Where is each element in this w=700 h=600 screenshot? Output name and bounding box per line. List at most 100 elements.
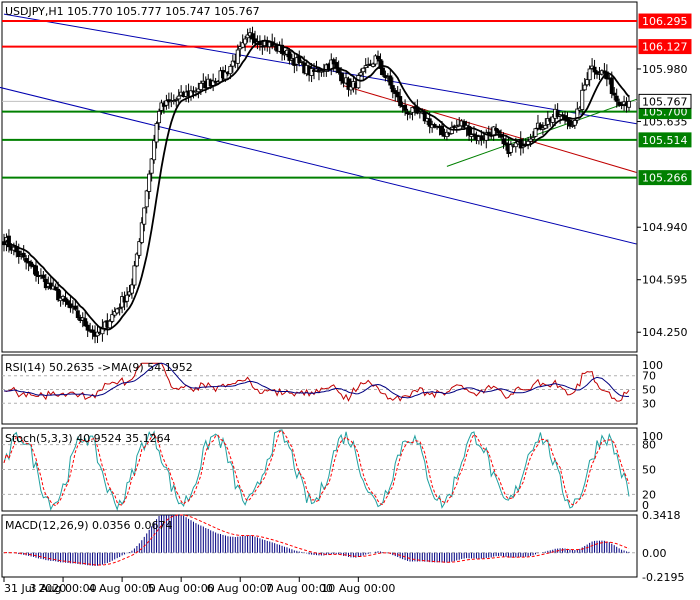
candle-body — [176, 95, 181, 100]
candle — [533, 127, 538, 138]
candle — [252, 30, 257, 47]
candle — [33, 260, 38, 282]
price-tag-box — [638, 93, 692, 109]
candle-body — [240, 42, 245, 48]
candle-body — [110, 314, 115, 322]
candle — [223, 64, 228, 82]
candle — [496, 128, 501, 138]
candle-body — [531, 137, 536, 140]
candle — [543, 118, 548, 130]
candle-body — [137, 241, 142, 256]
candle-body — [582, 84, 587, 91]
candle-body — [142, 207, 147, 225]
candle — [144, 189, 149, 214]
rsi-title: RSI(14) 50.2635 ->MA(9) 54.1952 — [5, 361, 193, 374]
candle-body — [85, 324, 90, 331]
price-tag-label: 105.514 — [642, 134, 688, 147]
candle-body — [501, 138, 506, 145]
candle — [129, 278, 134, 299]
candle-body — [154, 123, 159, 143]
candle-body — [171, 100, 176, 102]
candle — [176, 89, 181, 104]
candle-body — [592, 66, 597, 73]
candle — [100, 319, 105, 342]
candle — [137, 238, 142, 259]
moving-average-line — [3, 39, 630, 331]
macd-signal-line — [3, 514, 630, 566]
candle-body — [378, 59, 383, 69]
candle — [53, 283, 58, 291]
stoch-main-line — [3, 429, 630, 511]
candle-body — [627, 100, 632, 108]
candle — [555, 103, 560, 120]
candle — [462, 119, 467, 129]
candle-body — [228, 65, 233, 75]
candle-body — [570, 125, 575, 127]
candle — [371, 62, 376, 68]
candle-body — [410, 107, 415, 113]
candle-body — [376, 55, 381, 60]
price-axis-label: 104.250 — [642, 326, 688, 339]
candle-body — [250, 33, 255, 40]
candle — [469, 126, 474, 143]
candle — [110, 309, 115, 324]
candle-body — [496, 130, 501, 134]
candle-body — [356, 75, 361, 89]
candle — [152, 134, 157, 164]
candle — [73, 300, 78, 311]
candle-body — [223, 71, 228, 80]
candle-body — [112, 311, 117, 316]
candle-body — [358, 72, 363, 76]
stoch-axis-label: 20 — [642, 488, 656, 501]
candle-body — [48, 282, 53, 289]
candle — [486, 125, 491, 141]
candle — [230, 54, 235, 73]
candle — [139, 217, 144, 245]
candle-body — [521, 145, 526, 148]
candle-body — [479, 135, 484, 141]
candle-body — [230, 60, 235, 67]
candle-body — [361, 67, 366, 73]
candle — [484, 129, 489, 149]
candle-body — [164, 100, 169, 106]
candle — [378, 53, 383, 75]
candle-body — [380, 67, 385, 76]
candle-body — [388, 75, 393, 86]
channel-green-line — [446, 98, 637, 167]
rsi-axis-label: 70 — [642, 370, 656, 383]
candle-body — [90, 329, 95, 333]
candle-body — [403, 104, 408, 111]
candle — [383, 70, 388, 82]
candle — [540, 122, 545, 135]
candle — [572, 117, 577, 129]
candle-body — [363, 65, 368, 69]
candle-body — [117, 307, 122, 310]
candle-body — [390, 85, 395, 93]
time-axis-label: 7 Aug 00:00 — [266, 582, 333, 595]
stoch-axis-label: 50 — [642, 464, 656, 477]
candle-body — [422, 112, 427, 122]
candle — [112, 307, 117, 318]
candle-body — [149, 158, 154, 174]
candle — [174, 97, 179, 107]
candle — [373, 54, 378, 67]
candle — [117, 303, 122, 316]
candle-body — [373, 55, 378, 65]
candle — [585, 72, 590, 87]
candle-body — [63, 297, 68, 302]
candle — [570, 120, 575, 128]
candle — [68, 295, 73, 313]
main-title: USDJPY,H1 105.770 105.777 105.747 105.76… — [5, 5, 260, 18]
candle — [390, 77, 395, 99]
candle — [380, 60, 385, 77]
candle-body — [612, 92, 617, 96]
candle-body — [334, 62, 339, 68]
price-tag-label: 106.127 — [642, 41, 688, 54]
candle — [238, 41, 243, 57]
macd-title: MACD(12,26,9) 0.0356 0.0674 — [5, 519, 173, 532]
candle — [408, 112, 413, 119]
candle-body — [371, 63, 376, 67]
time-axis-label: 10 Aug 00:00 — [321, 582, 395, 595]
time-axis-label: 31 Jul 2020 — [4, 582, 66, 595]
